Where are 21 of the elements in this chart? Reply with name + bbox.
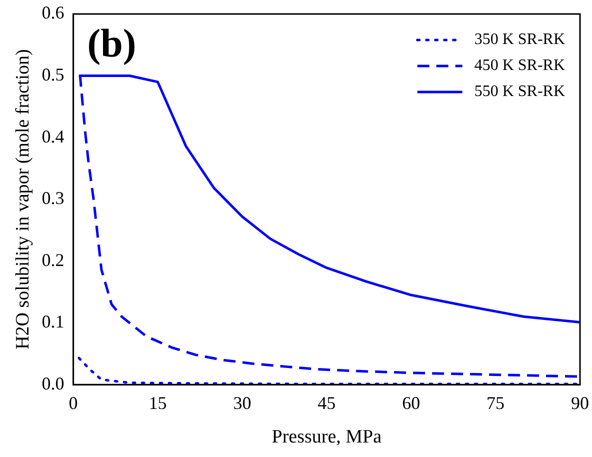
- x-tick-label: 75: [486, 393, 505, 414]
- x-tick-label: 0: [68, 393, 78, 414]
- x-axis-title: Pressure, MPa: [272, 426, 382, 448]
- x-tick-label: 90: [571, 393, 589, 414]
- line-series: [78, 356, 580, 385]
- x-tick-label: 30: [233, 393, 252, 414]
- legend-label: 450 K SR-RK: [474, 57, 566, 74]
- legend-label: 350 K SR-RK: [474, 31, 566, 48]
- x-tick-label: 15: [148, 393, 167, 414]
- y-tick-label: 0.5: [42, 64, 64, 84]
- y-axis-title: H2O solubility in vapor (mole fraction): [12, 49, 34, 350]
- y-tick-label: 0.1: [42, 312, 64, 332]
- y-tick-label: 0.6: [42, 2, 64, 23]
- x-tick-label: 45: [318, 393, 336, 414]
- x-tick-label: 60: [402, 393, 420, 414]
- y-tick-label: 0.0: [42, 373, 64, 394]
- legend-label: 550 K SR-RK: [474, 83, 566, 100]
- y-tick-label: 0.3: [42, 188, 64, 208]
- y-tick-label: 0.2: [42, 250, 64, 270]
- y-tick-label: 0.4: [42, 126, 64, 146]
- annotation: (b): [87, 20, 136, 66]
